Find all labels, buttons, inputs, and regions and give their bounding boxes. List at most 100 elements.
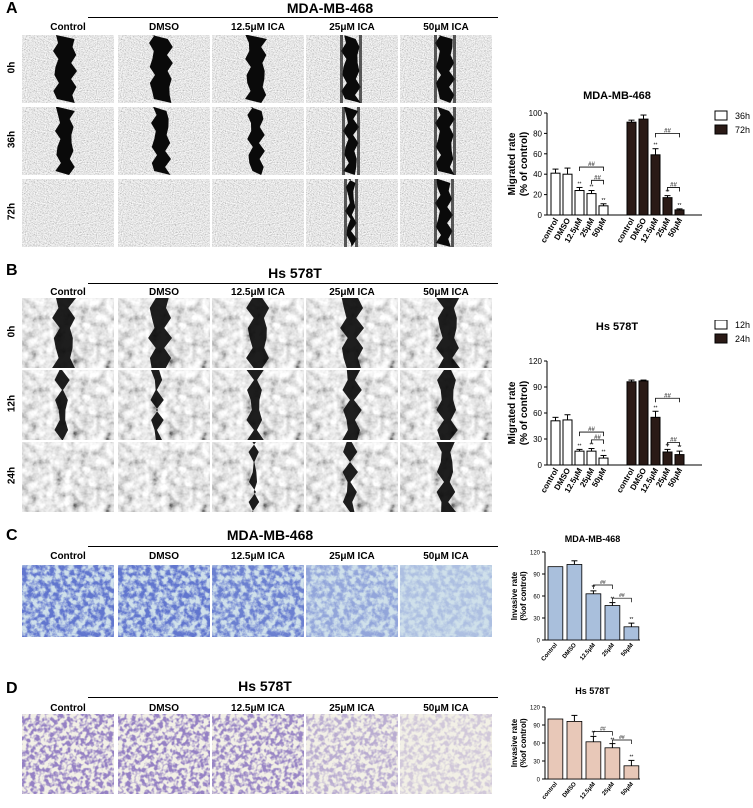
panel-d-title: Hs 578T xyxy=(238,678,292,694)
bar-12h-2 xyxy=(574,450,585,466)
micrograph-r0-c3 xyxy=(306,298,398,368)
significance-star: ** xyxy=(629,617,633,623)
column-header-0: Control xyxy=(50,703,86,714)
category-label: 25μM xyxy=(601,781,615,797)
column-header-1: DMSO xyxy=(149,287,179,298)
significance-star: ** xyxy=(590,185,594,191)
legend-label: 24h xyxy=(735,334,750,344)
column-header-3: 25μM ICA xyxy=(329,703,375,714)
y-tick-label: 0 xyxy=(538,461,543,470)
column-header-1: DMSO xyxy=(149,703,179,714)
comparison-mark: ## xyxy=(619,593,625,599)
column-header-0: Control xyxy=(50,551,86,562)
column-header-3: 25μM ICA xyxy=(329,22,375,33)
y-axis-label-2: (%of control) xyxy=(519,718,528,768)
y-axis-label: Invasive rate xyxy=(510,571,519,620)
comparison-bracket xyxy=(612,597,632,603)
transwell-image-1 xyxy=(118,565,210,637)
y-tick-label: 30 xyxy=(533,435,542,444)
y-tick-label: 60 xyxy=(533,742,540,748)
chart-title: MDA-MB-468 xyxy=(565,534,621,544)
comparison-mark: ## xyxy=(588,162,595,168)
micrograph-r0-c0 xyxy=(22,298,114,368)
comparison-bracket xyxy=(591,179,604,185)
y-tick-label: 30 xyxy=(533,760,540,766)
y-tick-label: 0 xyxy=(537,639,541,645)
significance-star: ** xyxy=(654,405,658,411)
column-header-0: Control xyxy=(50,22,86,33)
chart-d-invasion-hs578t: Hs 578T Invasive rate (%of control) 0 30 60 90… xyxy=(510,686,640,801)
legend-label: 72h xyxy=(735,125,750,135)
row-label-0: 0h xyxy=(6,325,18,338)
comparison-bracket xyxy=(655,133,680,138)
y-tick-label: 90 xyxy=(533,383,542,392)
micrograph-r1-c4 xyxy=(400,107,492,175)
column-header-4: 50μM ICA xyxy=(423,287,469,298)
micrograph-r0-c1 xyxy=(118,298,210,368)
panel-c-title-rule xyxy=(88,546,498,548)
significance-star: ** xyxy=(590,443,594,449)
significance-star: ** xyxy=(666,190,670,196)
transwell-image-1 xyxy=(118,714,210,794)
y-tick-label: 0 xyxy=(538,211,543,220)
y-axis-label: Invasive rate xyxy=(510,718,519,767)
significance-star: ** xyxy=(602,449,606,455)
panel-label-b: B xyxy=(6,262,18,279)
column-header-2: 12.5μM ICA xyxy=(231,551,285,562)
bar-1 xyxy=(566,721,583,780)
panel-b-title: Hs 578T xyxy=(268,265,322,281)
legend-label: 12h xyxy=(735,320,750,330)
bar-24h-4 xyxy=(674,454,685,466)
column-header-3: 25μM ICA xyxy=(329,551,375,562)
transwell-image-3 xyxy=(306,565,398,637)
row-label-2: 24h xyxy=(6,466,18,485)
transwell-image-2 xyxy=(212,714,304,794)
bar-2 xyxy=(585,593,602,641)
chart-a-migration-mda: MDA-MB-468 Migrated rate (% of control) 0 20… xyxy=(507,90,750,245)
transwell-image-0 xyxy=(22,714,114,794)
micrograph-r1-c1 xyxy=(118,370,210,440)
column-header-3: 25μM ICA xyxy=(329,287,375,298)
micrograph-r2-c3 xyxy=(306,179,398,247)
significance-star: ** xyxy=(629,754,633,760)
y-tick-label: 40 xyxy=(533,170,542,179)
micrograph-r2-c1 xyxy=(118,442,210,512)
y-axis-label-2: (%of control) xyxy=(519,571,528,621)
transwell-image-2 xyxy=(212,565,304,637)
micrograph-r2-c0 xyxy=(22,442,114,512)
micrograph-r2-c0 xyxy=(22,179,114,247)
legend-swatch-12h xyxy=(714,320,728,330)
panel-b-title-rule xyxy=(88,283,498,285)
row-label-0: 0h xyxy=(6,61,18,74)
y-tick-label: 60 xyxy=(533,150,542,159)
bar-3 xyxy=(604,605,621,641)
bar-2 xyxy=(585,741,602,780)
category-label: DMSO xyxy=(562,781,578,799)
y-tick-label: 100 xyxy=(529,109,543,118)
category-label: 50μM xyxy=(620,642,634,658)
comparison-mark: ## xyxy=(594,435,601,441)
bar-72h-4 xyxy=(674,209,685,216)
micrograph-r1-c1 xyxy=(118,107,210,175)
bar-36h-2 xyxy=(574,190,585,216)
category-label: Control xyxy=(541,642,560,662)
y-tick-label: 30 xyxy=(533,617,540,623)
bar-36h-1 xyxy=(562,173,573,216)
significance-star: ** xyxy=(578,181,582,187)
column-header-1: DMSO xyxy=(149,551,179,562)
micrograph-r1-c3 xyxy=(306,107,398,175)
chart-title: Hs 578T xyxy=(596,321,638,333)
significance-star: ** xyxy=(678,203,682,209)
panel-a-title: MDA-MB-468 xyxy=(286,0,374,16)
legend-swatch-36h xyxy=(714,110,728,121)
column-header-1: DMSO xyxy=(149,22,179,33)
micrograph-r1-c4 xyxy=(400,370,492,440)
row-label-1: 12h xyxy=(6,394,18,413)
bar-24h-3 xyxy=(662,451,673,466)
micrograph-r0-c4 xyxy=(400,298,492,368)
micrograph-r1-c2 xyxy=(212,107,304,175)
bar-3 xyxy=(604,747,621,780)
micrograph-r2-c3 xyxy=(306,442,398,512)
panel-label-d: D xyxy=(6,680,18,697)
chart-title: Hs 578T xyxy=(575,686,610,696)
